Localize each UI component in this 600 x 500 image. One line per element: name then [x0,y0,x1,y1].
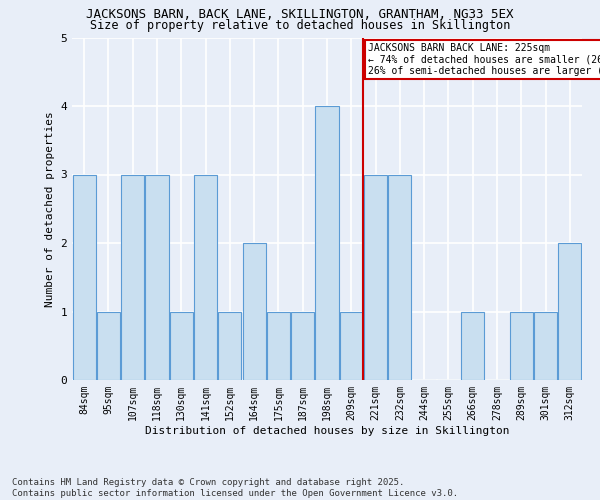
Bar [194,174,217,380]
Bar [291,312,314,380]
Bar [145,174,169,380]
Bar [340,312,363,380]
Bar [97,312,120,380]
Bar [534,312,557,380]
Text: JACKSONS BARN, BACK LANE, SKILLINGTON, GRANTHAM, NG33 5EX: JACKSONS BARN, BACK LANE, SKILLINGTON, G… [86,8,514,20]
Text: Contains HM Land Registry data © Crown copyright and database right 2025.
Contai: Contains HM Land Registry data © Crown c… [12,478,458,498]
Text: Size of property relative to detached houses in Skillington: Size of property relative to detached ho… [90,19,510,32]
Bar [242,243,266,380]
Bar [364,174,387,380]
Bar [170,312,193,380]
Bar [510,312,533,380]
Bar [218,312,241,380]
Bar [73,174,95,380]
Bar [461,312,484,380]
Bar [121,174,144,380]
Bar [267,312,290,380]
Bar [559,243,581,380]
Bar [316,106,338,380]
Y-axis label: Number of detached properties: Number of detached properties [45,111,55,306]
Bar [388,174,412,380]
Text: JACKSONS BARN BACK LANE: 225sqm
← 74% of detached houses are smaller (26)
26% of: JACKSONS BARN BACK LANE: 225sqm ← 74% of… [368,43,600,76]
X-axis label: Distribution of detached houses by size in Skillington: Distribution of detached houses by size … [145,426,509,436]
